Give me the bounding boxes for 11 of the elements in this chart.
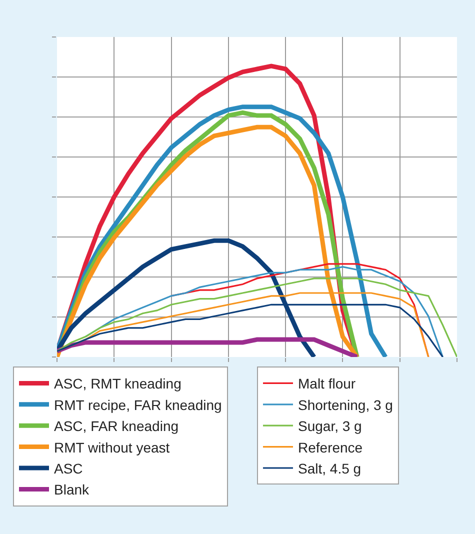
- legend-label: Malt flour: [298, 376, 356, 392]
- legend-label: Reference: [298, 439, 363, 456]
- legend-label: ASC, RMT kneading: [54, 376, 182, 392]
- legend-label: RMT recipe, FAR kneading: [54, 396, 222, 413]
- legend-label: ASC: [54, 460, 83, 476]
- legend-label: Sugar, 3 g: [298, 418, 362, 434]
- legend-label: Shortening, 3 g: [298, 396, 393, 413]
- legend-label: Blank: [54, 482, 90, 498]
- legend-label: Salt, 4.5 g: [298, 460, 362, 476]
- legend-label: ASC, FAR kneading: [54, 418, 179, 434]
- legend-label: RMT without yeast: [54, 439, 170, 456]
